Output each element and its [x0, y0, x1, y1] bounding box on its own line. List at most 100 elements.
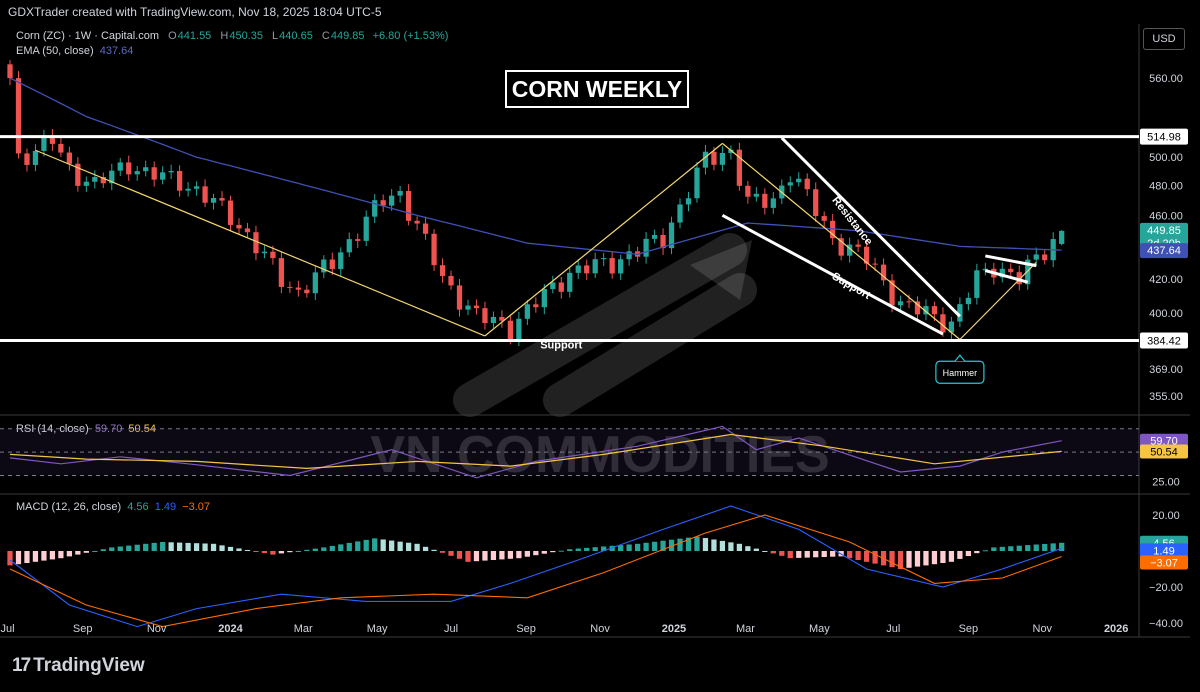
symbol-name[interactable]: Corn (ZC) · 1W · Capital.com: [16, 30, 160, 42]
macd-histogram-bar: [58, 551, 64, 559]
low-value: 440.65: [279, 30, 313, 42]
currency-button[interactable]: USD: [1143, 28, 1185, 50]
macd-histogram-bar: [906, 551, 912, 568]
macd-histogram-bar: [244, 549, 251, 551]
candle: [397, 185, 403, 203]
candle-body: [134, 171, 140, 175]
candle: [601, 252, 607, 267]
candle-body: [7, 64, 13, 79]
macd-histogram-bar: [1059, 542, 1065, 551]
macd-histogram-bar: [1016, 545, 1022, 551]
candle: [745, 180, 751, 204]
price-badge: [1140, 243, 1188, 259]
candle: [880, 258, 887, 286]
candle: [134, 165, 140, 181]
tradingview-brand[interactable]: 17 TradingView: [12, 655, 145, 677]
candle-body: [75, 163, 81, 186]
candle: [143, 160, 149, 177]
candle-body: [914, 301, 921, 315]
candle: [728, 145, 734, 160]
candle: [41, 129, 47, 157]
candle: [1033, 247, 1039, 267]
candle: [236, 218, 242, 236]
candle: [855, 239, 861, 252]
candle: [897, 295, 904, 310]
macd-histogram-bar: [516, 551, 522, 559]
candle: [796, 172, 802, 187]
close-label: C: [321, 30, 330, 42]
candle-body: [931, 306, 938, 315]
candle: [736, 142, 743, 191]
macd-histogram-bar: [75, 551, 81, 555]
ema-name[interactable]: EMA (50, close): [16, 45, 94, 57]
level-badge-label: 514.98: [1147, 132, 1181, 144]
candle: [456, 278, 463, 317]
candle: [151, 161, 157, 187]
macd-histogram-bar: [541, 551, 547, 554]
candle: [974, 263, 980, 305]
macd-histogram-bar: [253, 551, 259, 552]
macd-histogram-bar: [15, 551, 22, 565]
macd-histogram-bar: [329, 545, 335, 551]
candle: [863, 240, 870, 271]
macd-histogram-bar: [999, 546, 1005, 551]
rsi-badge: [1140, 444, 1188, 459]
candle-body: [346, 239, 352, 253]
open-label: O: [168, 30, 177, 42]
macd-histogram-bar: [584, 547, 590, 551]
candle: [584, 259, 590, 281]
macd-histogram-bar: [711, 539, 717, 551]
candle: [948, 316, 955, 340]
macd-histogram-bar: [847, 551, 853, 559]
candle: [32, 144, 39, 172]
candle: [651, 229, 658, 244]
macd-histogram-bar: [261, 551, 268, 554]
candle: [219, 191, 225, 207]
candle-body: [422, 223, 429, 234]
macd-histogram-bar: [151, 542, 157, 551]
candle-body: [762, 193, 768, 208]
macd-histogram-bar: [914, 551, 921, 567]
candle-body: [558, 282, 564, 292]
candle: [185, 182, 191, 197]
macd-histogram-bar: [762, 551, 768, 552]
candle-body: [32, 150, 39, 165]
macd-histogram-bar: [210, 543, 217, 551]
candle: [821, 211, 827, 227]
candle: [372, 193, 378, 224]
candle-body: [490, 316, 497, 324]
macd-histogram-bar: [940, 551, 946, 563]
macd-histogram-bar: [431, 549, 437, 551]
candle-body: [83, 181, 89, 186]
ema-line: [9, 77, 1062, 255]
macd-histogram-bar: [550, 551, 556, 553]
macd-badge: [1140, 543, 1188, 558]
candle: [227, 195, 234, 232]
candle-body: [685, 198, 692, 205]
candle: [448, 270, 454, 290]
macd-histogram-bar: [813, 551, 819, 558]
macd-histogram-bar: [499, 551, 505, 560]
macd-signal-value: −3.07: [182, 501, 211, 513]
candle-body: [244, 228, 251, 233]
candle: [541, 284, 547, 315]
candle-body: [787, 182, 793, 186]
candle-body: [15, 78, 22, 154]
candle-body: [185, 188, 191, 191]
macd-histogram-bar: [448, 551, 454, 556]
macd-histogram-bar: [974, 551, 980, 554]
macd-histogram-bar: [49, 551, 56, 560]
macd-histogram-bar: [1033, 544, 1039, 551]
macd-name[interactable]: MACD (12, 26, close): [16, 501, 122, 513]
candle-body: [210, 198, 217, 203]
rsi-name[interactable]: RSI (14, close): [16, 423, 89, 435]
candle-body: [838, 238, 844, 256]
trend-line: [984, 269, 1029, 284]
candle-body: [253, 232, 259, 254]
candle-body: [957, 304, 963, 322]
candle-body: [126, 162, 132, 175]
rsi-legend: RSI (14, close) 59.70 50.54: [16, 423, 156, 435]
candle: [439, 258, 446, 283]
candle: [117, 157, 123, 176]
